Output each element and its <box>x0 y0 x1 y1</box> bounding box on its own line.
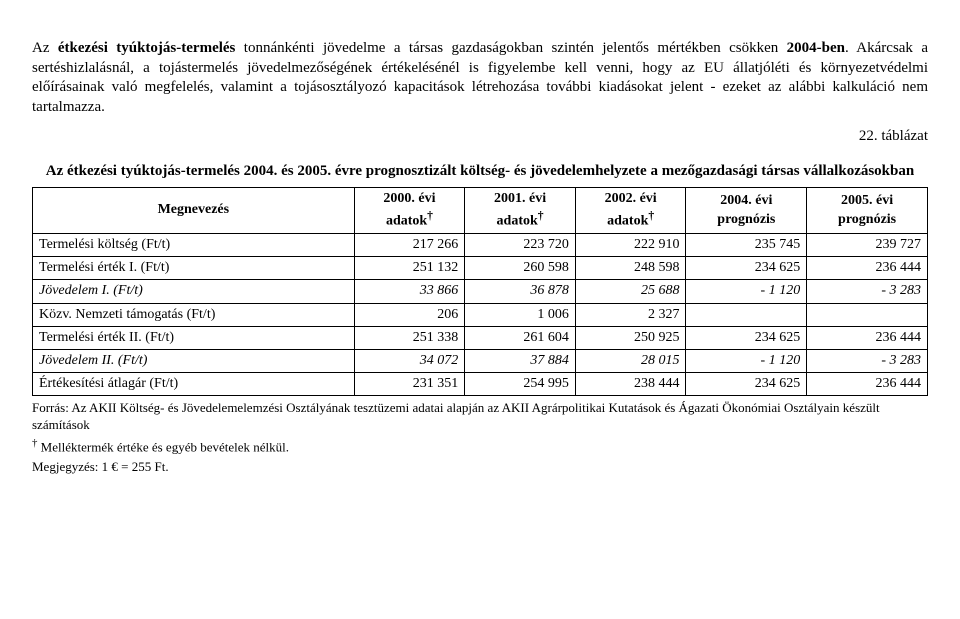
dagger-icon: † <box>648 209 654 222</box>
cell: 37 884 <box>465 349 576 372</box>
col-2004-line1: 2004. évi <box>720 193 772 208</box>
footnote-dagger: † Melléktermék értéke és egyéb bevételek… <box>32 437 928 456</box>
row-label: Termelési érték II. (Ft/t) <box>33 326 355 349</box>
cell: 251 338 <box>354 326 465 349</box>
data-table: Megnevezés 2000. évi adatok† 2001. évi a… <box>32 187 928 396</box>
table-row: Értékesítési átlagár (Ft/t) 231 351 254 … <box>33 373 928 396</box>
col-2005-line1: 2005. évi <box>841 193 893 208</box>
dagger-icon: † <box>32 437 37 449</box>
col-2001-line1: 2001. évi <box>494 191 546 206</box>
cell: - 1 120 <box>686 349 807 372</box>
table-row: Termelési költség (Ft/t) 217 266 223 720… <box>33 234 928 257</box>
col-2002: 2002. évi adatok† <box>575 188 686 234</box>
table-caption: Az étkezési tyúktojás-termelés 2004. és … <box>32 162 928 182</box>
cell: 236 444 <box>807 326 928 349</box>
p1-pre: Az <box>32 40 58 56</box>
cell: 248 598 <box>575 257 686 280</box>
col-2002-line1: 2002. évi <box>605 191 657 206</box>
cell: 251 132 <box>354 257 465 280</box>
footnote-dagger-text: Melléktermék értéke és egyéb bevételek n… <box>41 439 289 454</box>
row-label: Termelési érték I. (Ft/t) <box>33 257 355 280</box>
cell: 222 910 <box>575 234 686 257</box>
cell: - 3 283 <box>807 349 928 372</box>
footnote-source: Forrás: Az AKII Költség- és Jövedelemele… <box>32 400 928 433</box>
dagger-icon: † <box>427 209 433 222</box>
col-2005: 2005. évi prognózis <box>807 188 928 234</box>
col-2004: 2004. évi prognózis <box>686 188 807 234</box>
cell: 28 015 <box>575 349 686 372</box>
cell: 36 878 <box>465 280 576 303</box>
cell: 2 327 <box>575 303 686 326</box>
p1-bold1: étkezési tyúktojás-termelés <box>58 40 236 56</box>
row-label: Termelési költség (Ft/t) <box>33 234 355 257</box>
cell <box>686 303 807 326</box>
row-label: Értékesítési átlagár (Ft/t) <box>33 373 355 396</box>
col-2004-line2: prognózis <box>717 212 775 227</box>
cell: 254 995 <box>465 373 576 396</box>
p1-mid1: tonnánkénti jövedelme a társas gazdaságo… <box>235 40 786 56</box>
cell: 234 625 <box>686 257 807 280</box>
cell: 231 351 <box>354 373 465 396</box>
col-2002-line2: adatok <box>607 214 648 229</box>
cell: - 1 120 <box>686 280 807 303</box>
col-megnevezes: Megnevezés <box>33 188 355 234</box>
cell: 239 727 <box>807 234 928 257</box>
cell: 236 444 <box>807 373 928 396</box>
cell: 234 625 <box>686 373 807 396</box>
col-2005-line2: prognózis <box>838 212 896 227</box>
table-row: Jövedelem II. (Ft/t) 34 072 37 884 28 01… <box>33 349 928 372</box>
cell: 235 745 <box>686 234 807 257</box>
cell: 33 866 <box>354 280 465 303</box>
cell: 238 444 <box>575 373 686 396</box>
cell: 206 <box>354 303 465 326</box>
cell: 25 688 <box>575 280 686 303</box>
table-row: Jövedelem I. (Ft/t) 33 866 36 878 25 688… <box>33 280 928 303</box>
row-label: Jövedelem I. (Ft/t) <box>33 280 355 303</box>
cell: 217 266 <box>354 234 465 257</box>
cell: 236 444 <box>807 257 928 280</box>
cell: 250 925 <box>575 326 686 349</box>
cell: 260 598 <box>465 257 576 280</box>
intro-paragraph: Az étkezési tyúktojás-termelés tonnánkén… <box>32 39 928 117</box>
table-number: 22. táblázat <box>32 127 928 147</box>
col-2000-line2: adatok <box>386 214 427 229</box>
cell: 34 072 <box>354 349 465 372</box>
cell: 261 604 <box>465 326 576 349</box>
col-2001: 2001. évi adatok† <box>465 188 576 234</box>
cell: 223 720 <box>465 234 576 257</box>
row-label: Közv. Nemzeti támogatás (Ft/t) <box>33 303 355 326</box>
table-header-row: Megnevezés 2000. évi adatok† 2001. évi a… <box>33 188 928 234</box>
row-label: Jövedelem II. (Ft/t) <box>33 349 355 372</box>
col-2000: 2000. évi adatok† <box>354 188 465 234</box>
p1-bold2: 2004-ben <box>787 40 845 56</box>
col-2001-line2: adatok <box>497 214 538 229</box>
col-2000-line1: 2000. évi <box>383 191 435 206</box>
table-row: Termelési érték I. (Ft/t) 251 132 260 59… <box>33 257 928 280</box>
cell: 1 006 <box>465 303 576 326</box>
cell: - 3 283 <box>807 280 928 303</box>
footnote-note: Megjegyzés: 1 € = 255 Ft. <box>32 459 928 475</box>
cell: 234 625 <box>686 326 807 349</box>
dagger-icon: † <box>538 209 544 222</box>
table-row: Termelési érték II. (Ft/t) 251 338 261 6… <box>33 326 928 349</box>
table-row: Közv. Nemzeti támogatás (Ft/t) 206 1 006… <box>33 303 928 326</box>
cell <box>807 303 928 326</box>
